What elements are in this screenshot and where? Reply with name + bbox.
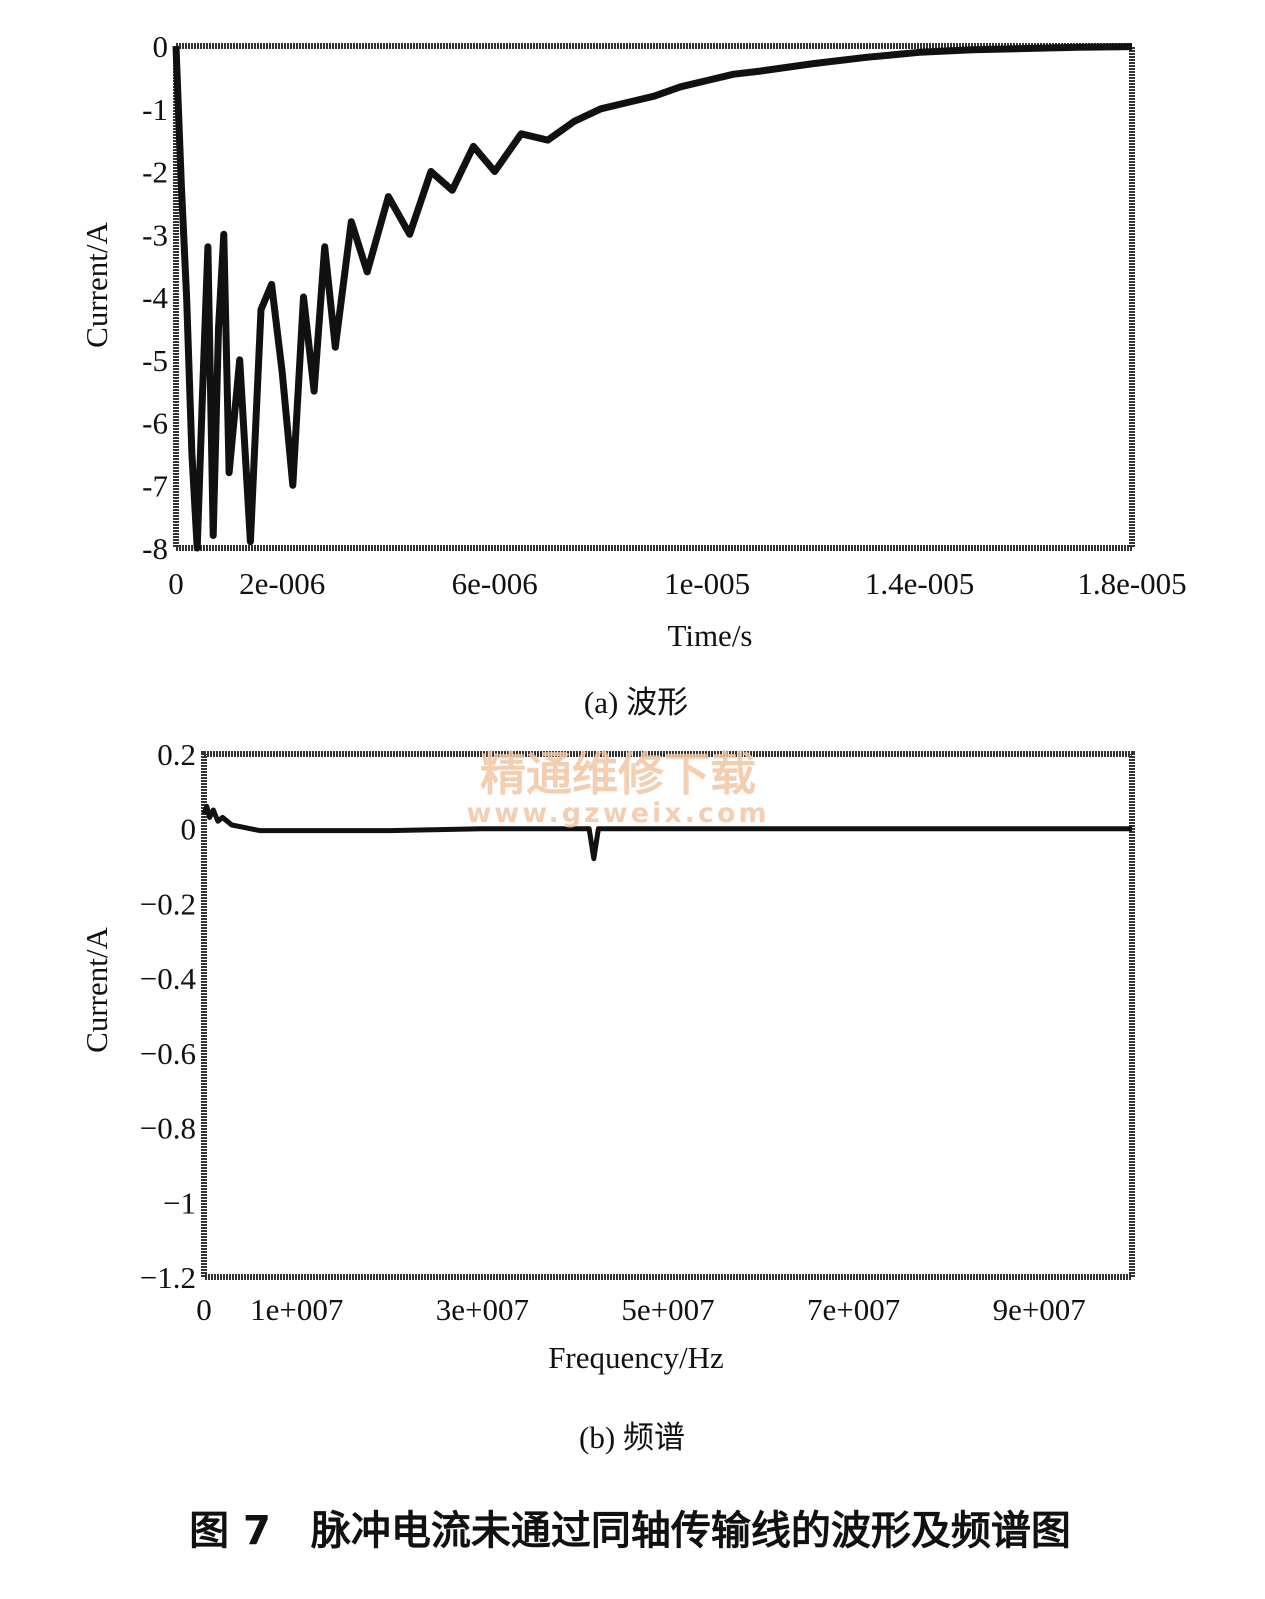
chart-a-y-tick-label: -3: [142, 217, 168, 252]
chart-a-y-ticks: 0 -1 -2 -3 -4 -5 -6 -7 -8: [142, 29, 168, 566]
chart-b-caption: (b) 频谱: [579, 1420, 685, 1455]
watermark: 精通维修下载 www.gzweix.com: [466, 747, 769, 829]
chart-b-y-tick-label: −0.6: [140, 1036, 196, 1071]
chart-b: 0.2 0 −0.2 −0.4 −0.6 −0.8 −1 −1.2 0 1e+007 3e+007…: [79, 737, 1135, 1455]
chart-a-y-tick-label: -7: [142, 468, 168, 503]
chart-b-x-tick-label: 9e+007: [993, 1292, 1086, 1327]
chart-a-x-tick-label: 1.8e-005: [1077, 566, 1186, 601]
chart-b-series-line: [201, 803, 1132, 862]
chart-a-x-tick-label: 1e-005: [664, 566, 750, 601]
chart-b-x-tick-label: 1e+007: [250, 1292, 343, 1327]
chart-a-y-tick-label: -8: [142, 531, 168, 566]
chart-b-y-axis-label: Current/A: [79, 927, 114, 1053]
chart-b-x-ticks: 0 1e+007 3e+007 5e+007 7e+007 9e+007: [196, 1292, 1086, 1327]
figure-title: 图 7 脉冲电流未通过同轴传输线的波形及频谱图: [189, 1508, 1071, 1554]
chart-a: 0 -1 -2 -3 -4 -5 -6 -7 -8 0 2e-006 6e-006 1e-005 1.4…: [79, 29, 1187, 720]
chart-b-y-tick-label: 0: [181, 812, 197, 847]
chart-b-y-tick-label: −0.8: [140, 1111, 196, 1146]
chart-b-series: [201, 803, 1132, 862]
watermark-line2: www.gzweix.com: [466, 798, 769, 829]
chart-a-x-tick-label: 6e-006: [452, 566, 538, 601]
chart-b-plot-frame: [201, 751, 1135, 1280]
chart-a-y-tick-label: -2: [142, 155, 168, 190]
chart-a-x-tick-label: 0: [168, 566, 184, 601]
chart-a-caption: (a) 波形: [584, 685, 688, 720]
chart-a-x-ticks: 0 2e-006 6e-006 1e-005 1.4e-005 1.8e-005: [168, 566, 1186, 601]
chart-a-y-axis-label: Current/A: [79, 222, 114, 348]
chart-b-y-tick-label: −1: [163, 1185, 196, 1220]
chart-a-y-tick-label: -4: [142, 280, 168, 315]
chart-b-y-tick-label: −0.2: [140, 886, 196, 921]
chart-a-series: [172, 43, 1133, 552]
chart-a-y-tick-label: -6: [142, 406, 168, 441]
chart-a-x-tick-label: 1.4e-005: [865, 566, 974, 601]
chart-a-y-tick-label: 0: [153, 29, 169, 64]
chart-a-y-tick-label: -5: [142, 343, 168, 378]
chart-b-y-tick-label: 0.2: [157, 737, 196, 772]
chart-b-x-tick-label: 7e+007: [807, 1292, 900, 1327]
chart-a-plot-frame: [173, 43, 1135, 551]
chart-b-x-tick-label: 3e+007: [436, 1292, 529, 1327]
chart-a-x-axis-label: Time/s: [667, 618, 752, 653]
watermark-line1: 精通维修下载: [480, 747, 756, 801]
chart-b-x-tick-label: 5e+007: [621, 1292, 714, 1327]
chart-b-x-tick-label: 0: [196, 1292, 212, 1327]
chart-b-y-ticks: 0.2 0 −0.2 −0.4 −0.6 −0.8 −1 −1.2: [140, 737, 197, 1295]
chart-b-y-tick-label: −1.2: [140, 1260, 196, 1295]
chart-a-y-tick-label: -1: [142, 92, 168, 127]
chart-a-series-line: [172, 43, 1133, 552]
chart-b-x-axis-label: Frequency/Hz: [548, 1340, 724, 1375]
chart-b-y-tick-label: −0.4: [140, 961, 197, 996]
chart-a-x-tick-label: 2e-006: [239, 566, 325, 601]
